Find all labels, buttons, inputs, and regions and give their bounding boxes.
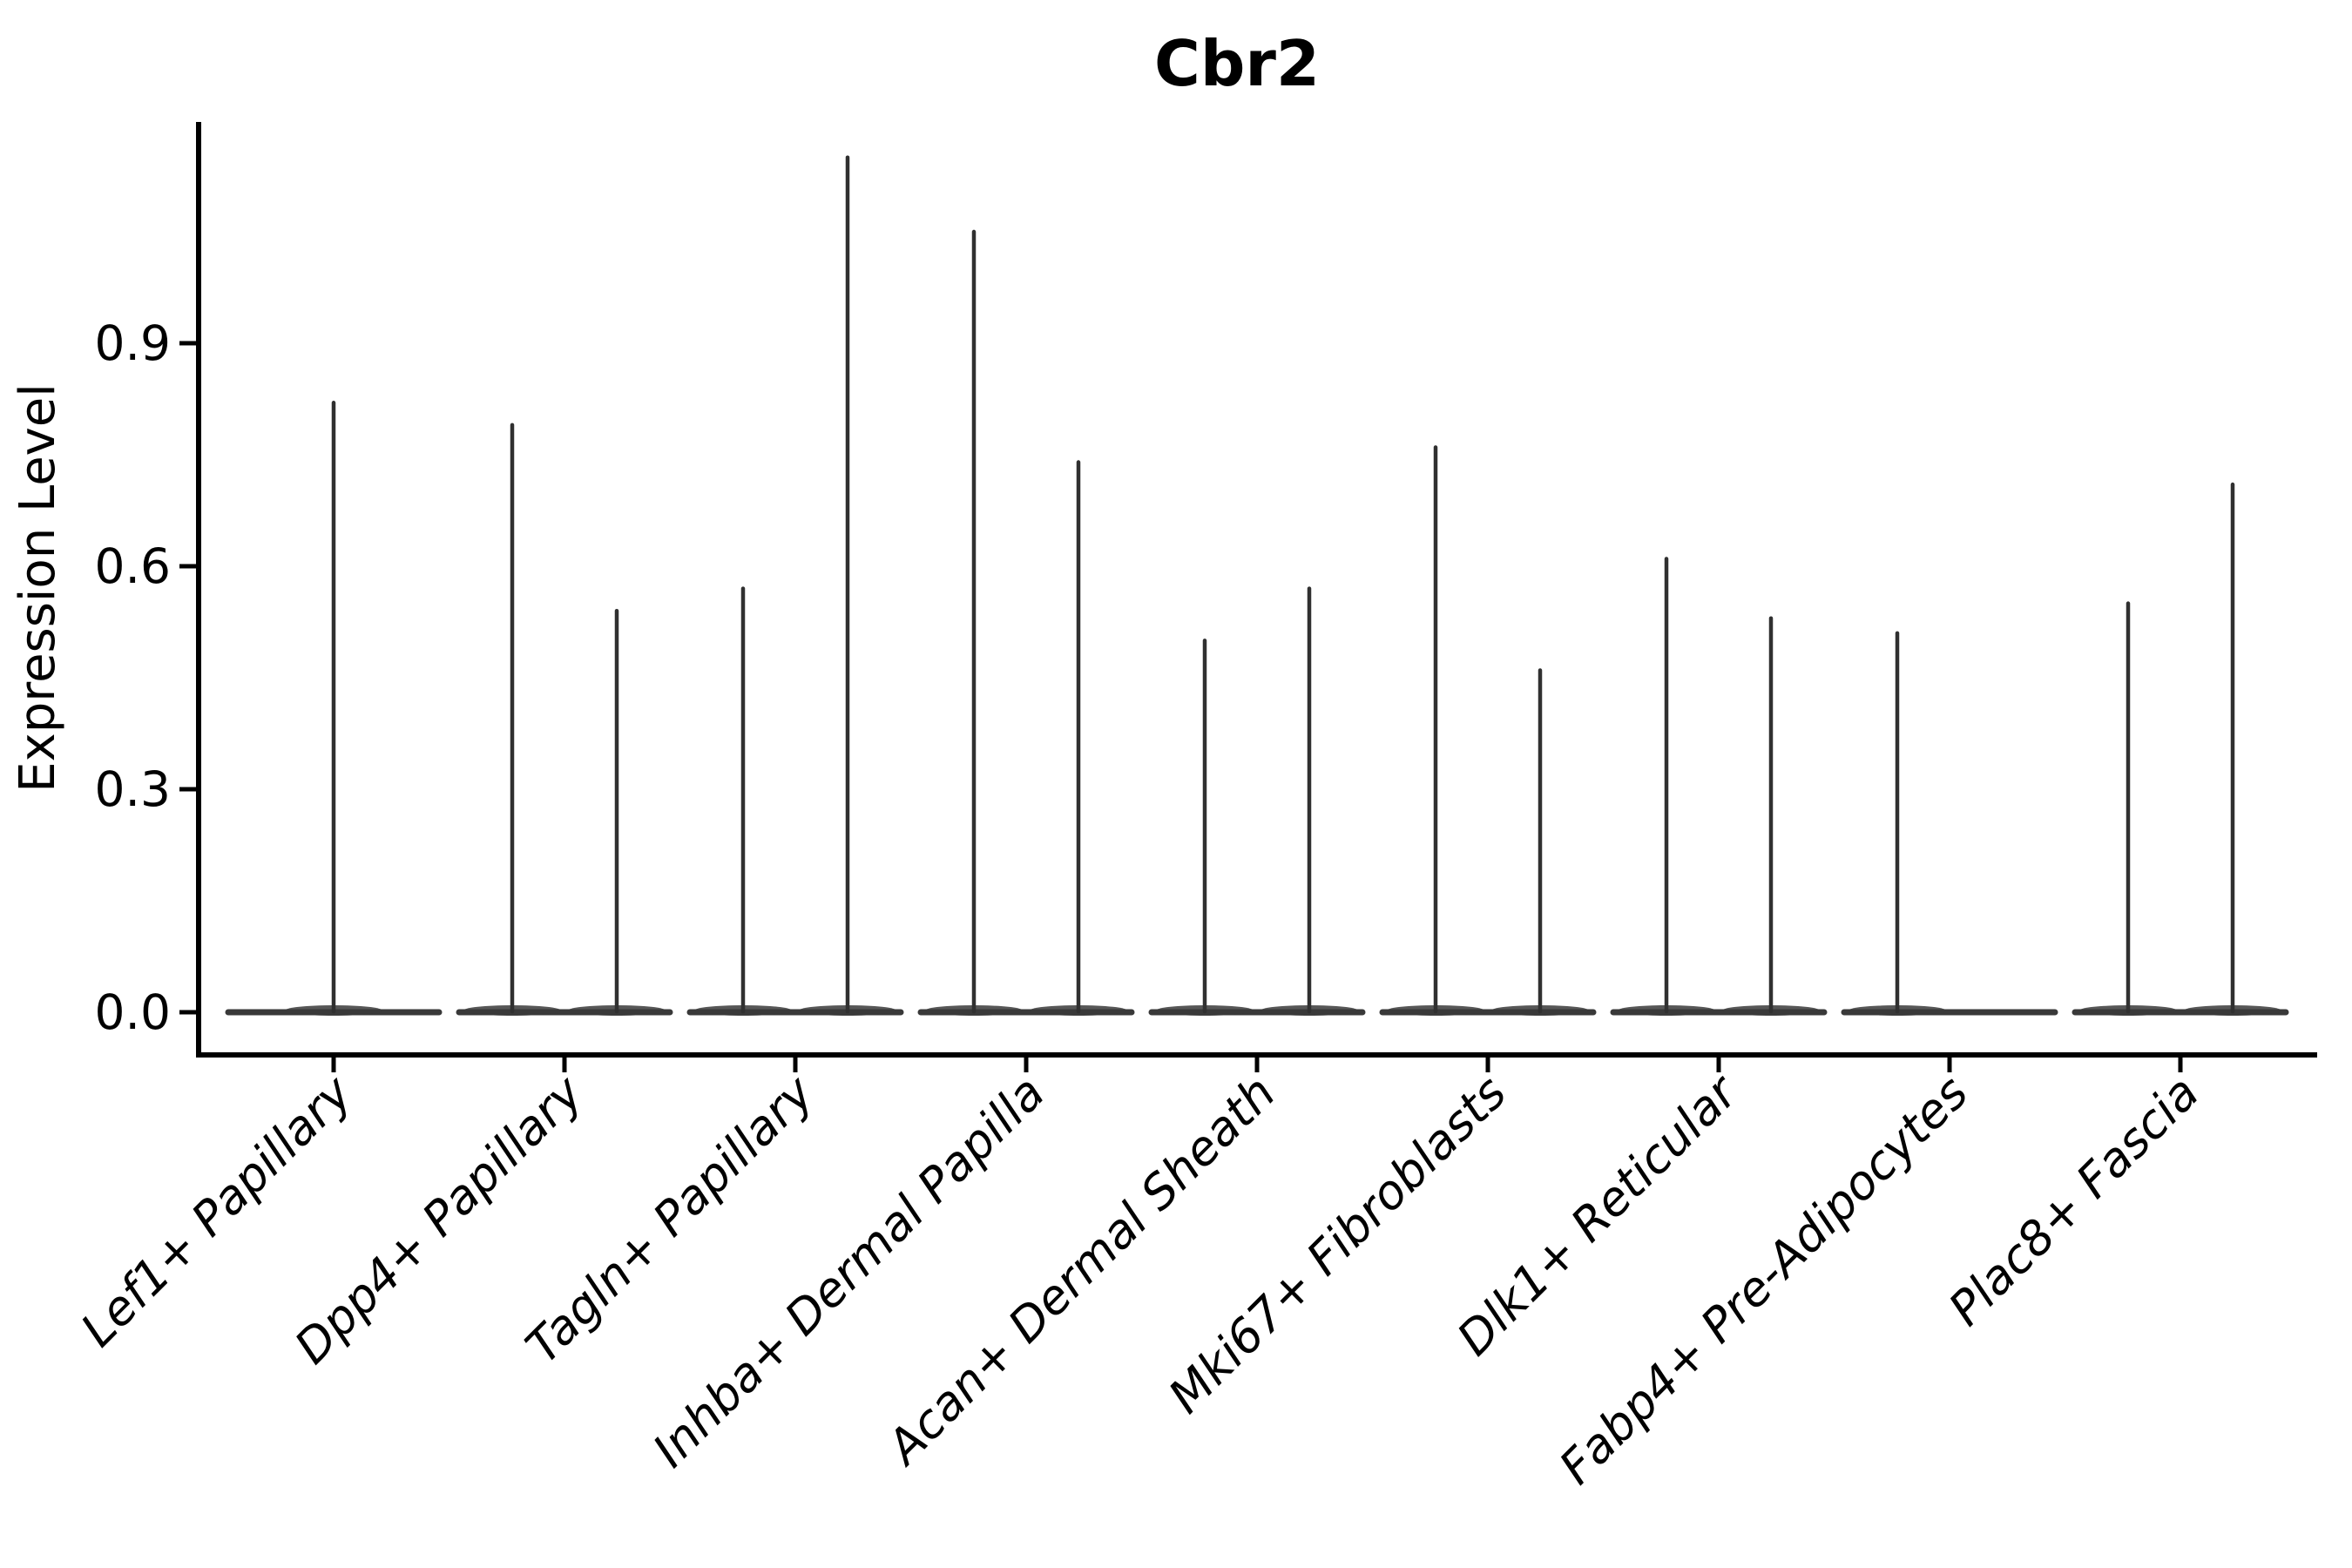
y-tick-label: 0.3 [95, 761, 171, 817]
violin-layer [225, 155, 2289, 1016]
y-tick-label: 0.6 [95, 538, 171, 594]
x-axis-category-label: Inhba+ Dermal Papilla [642, 1065, 1055, 1478]
y-axis-title: Expression Level [10, 383, 66, 793]
y-tick-label: 0.9 [95, 315, 171, 371]
axes-layer: 0.0 0.3 0.6 0.9 [95, 122, 2317, 1072]
y-tick-label: 0.0 [95, 984, 171, 1040]
x-axis-category-label: Plac8+ Fascia [1938, 1065, 2209, 1336]
x-axis-category-label: Fabp4+ Pre-Adipocytes [1549, 1065, 1978, 1495]
chart-title: Cbr2 [1154, 27, 1320, 100]
x-axis-category-label: Acan+ Dermal Sheath [875, 1065, 1286, 1477]
